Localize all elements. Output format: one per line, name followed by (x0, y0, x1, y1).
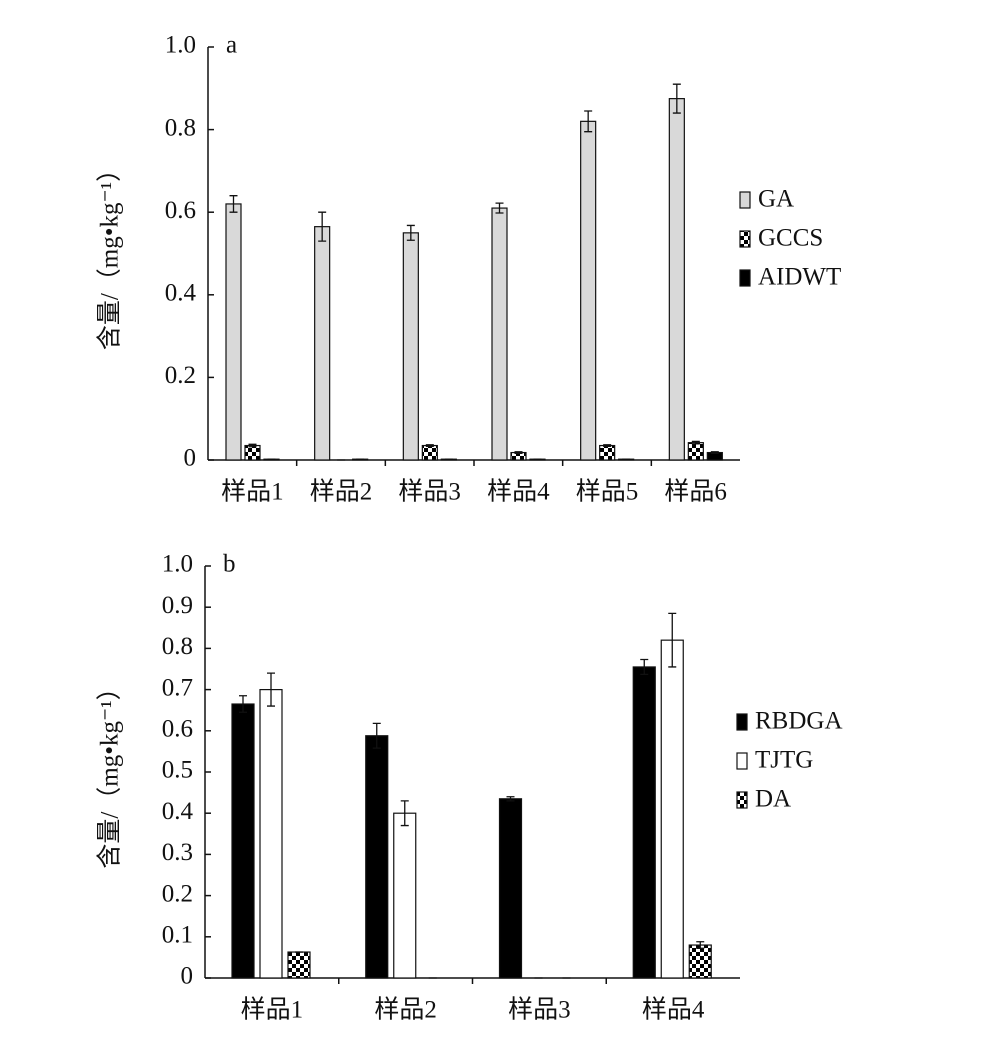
bar (660, 639, 684, 979)
x-tick-label: 样品4 (642, 996, 705, 1024)
error-bar (584, 110, 593, 133)
legend-label: GA (758, 186, 794, 213)
y-tick-label: 0.4 (162, 798, 194, 825)
bar (498, 798, 523, 979)
y-tick-label: 0.2 (162, 880, 193, 907)
bar (231, 703, 255, 979)
legend-label: AIDWT (758, 264, 841, 291)
bar (687, 442, 704, 461)
y-tick-label: 0 (184, 445, 197, 472)
error-bar (229, 195, 238, 213)
error-bar (668, 612, 677, 668)
x-tick-label: 样品3 (508, 996, 571, 1024)
y-tick-label: 0.1 (162, 922, 193, 949)
x-tick-label: 样品2 (310, 478, 373, 506)
bar (668, 98, 685, 461)
bar (393, 812, 417, 979)
error-bar (640, 658, 649, 676)
x-tick-label: 样品6 (664, 478, 727, 506)
error-bar (425, 444, 434, 448)
bar (491, 207, 508, 461)
bar (365, 735, 389, 979)
error-bar (506, 796, 515, 802)
y-tick-label: 1.0 (162, 551, 193, 578)
error-bar (691, 440, 700, 445)
panel-label: b (223, 551, 236, 578)
error-bar (248, 443, 257, 448)
y-tick-label: 0.7 (162, 674, 193, 701)
y-tick-label: 0.2 (165, 362, 196, 389)
legend-label: RBDGA (755, 708, 843, 735)
y-axis-label: 含量/（mg•kg⁻¹） (96, 157, 124, 350)
bar (632, 666, 656, 979)
error-bar (696, 941, 705, 949)
error-bar (267, 672, 275, 707)
error-bar (603, 444, 612, 448)
y-tick-label: 1.0 (165, 32, 196, 59)
legend-swatch (736, 713, 748, 731)
bar (287, 951, 311, 979)
legend-label: GCCS (758, 225, 823, 252)
y-tick-label: 0.8 (165, 114, 196, 141)
error-bar (372, 722, 381, 749)
x-tick-label: 样品1 (221, 478, 284, 506)
bar (314, 226, 331, 461)
x-tick-label: 样品4 (487, 478, 550, 506)
x-tick-label: 样品2 (374, 996, 437, 1024)
bar (259, 688, 283, 979)
error-bar (239, 695, 247, 713)
error-bar (400, 800, 409, 827)
x-tick-label: 样品5 (576, 478, 639, 506)
y-tick-label: 0.3 (162, 839, 193, 866)
y-tick-label: 0.6 (165, 197, 196, 224)
legend-label: TJTG (755, 747, 813, 774)
x-tick-label: 样品3 (398, 478, 461, 506)
panel-label: a (226, 32, 237, 59)
y-tick-label: 0.6 (162, 716, 193, 743)
bar (688, 944, 712, 979)
y-tick-label: 0 (181, 963, 194, 990)
bar (599, 444, 616, 461)
error-bar (318, 211, 327, 242)
legend-swatch (739, 230, 751, 248)
bar (244, 444, 261, 461)
y-tick-label: 0.4 (165, 280, 197, 307)
y-axis-label: 含量/（mg•kg⁻¹） (96, 675, 124, 868)
error-bar (514, 451, 523, 455)
y-tick-label: 0.8 (162, 633, 193, 660)
y-tick-label: 0.9 (162, 592, 193, 619)
error-bar (672, 83, 681, 114)
legend-swatch (739, 191, 751, 209)
bar (580, 120, 597, 461)
bar (421, 444, 438, 461)
legend-swatch (736, 752, 748, 770)
y-tick-label: 0.5 (162, 757, 193, 784)
error-bar (495, 202, 504, 214)
bar (225, 203, 242, 461)
bar (402, 232, 419, 461)
legend-swatch (736, 791, 748, 809)
x-tick-label: 样品1 (241, 996, 304, 1024)
legend-label: DA (755, 786, 791, 813)
error-bar (406, 224, 415, 241)
legend-swatch (739, 269, 751, 287)
error-bar (710, 451, 719, 455)
